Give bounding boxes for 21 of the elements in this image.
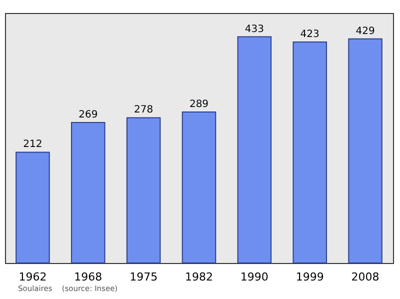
data-label: 433 [244,24,264,35]
data-label: 278 [134,104,154,116]
bar [292,41,327,264]
x-tick-label: 1982 [185,270,213,284]
data-label: 429 [356,26,375,37]
data-label: 212 [23,139,42,150]
x-tick-label: 1968 [74,270,102,284]
bar [126,117,161,264]
bar [182,111,216,264]
x-tick-label: 2008 [351,270,380,284]
data-label: 289 [189,98,209,110]
bar [348,38,382,264]
bar [16,152,50,264]
x-tick-label: 1975 [130,270,158,284]
data-label: 269 [78,109,98,120]
bar [71,122,106,264]
x-tick-label: 1962 [18,270,47,284]
data-label: 423 [300,28,320,40]
x-tick-label: 1990 [240,270,268,284]
bar [237,36,272,264]
x-tick-label: 1999 [296,270,324,284]
